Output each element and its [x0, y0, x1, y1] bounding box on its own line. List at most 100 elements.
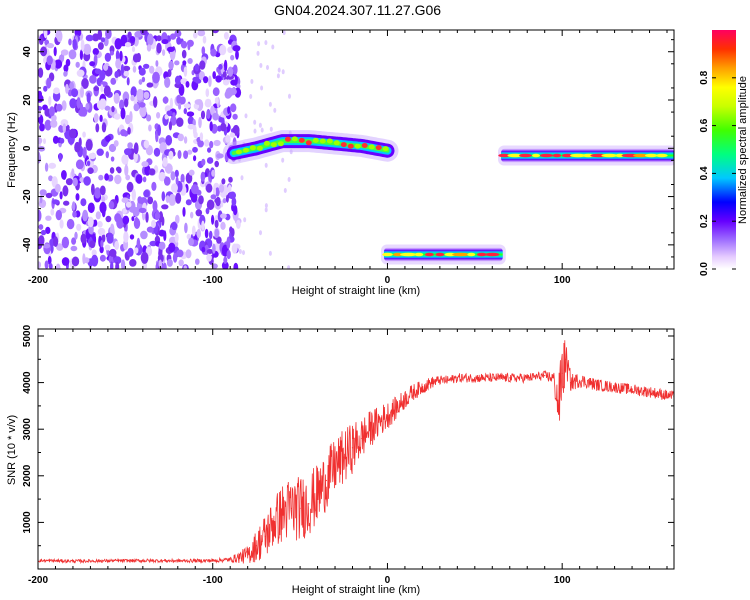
snr-data-point — [421, 386, 423, 388]
heatmap-cell — [273, 107, 277, 113]
heatmap-cell — [168, 121, 172, 131]
snr-data-point — [474, 377, 476, 379]
heatmap-cell — [227, 66, 234, 77]
snr-data-point — [142, 560, 144, 562]
trace-blob — [249, 145, 256, 151]
colorbar-tick-label: 0.6 — [699, 118, 710, 132]
chart-title: GN04.2024.307.11.27.G06 — [273, 2, 442, 18]
heatmap-cell — [80, 39, 85, 52]
heatmap-cell — [195, 258, 200, 265]
heatmap-cell — [120, 107, 126, 120]
heatmap-cell — [105, 135, 111, 143]
snr-data-point — [229, 559, 231, 561]
heatmap-cell — [113, 113, 121, 120]
heatmap-cell — [169, 199, 174, 206]
trace-blob — [319, 138, 326, 144]
heatmap-cell — [200, 110, 206, 120]
heatmap-cell — [53, 46, 57, 57]
heatmap-cell — [215, 75, 222, 83]
heatmap-cell — [71, 168, 75, 178]
heatmap-cell — [162, 262, 167, 269]
colorbar-tick-label: 0.8 — [699, 70, 710, 84]
heatmap-cell — [214, 97, 219, 104]
heatmap-cell — [186, 111, 195, 117]
heatmap-cell — [214, 228, 220, 238]
heatmap-cell — [191, 225, 196, 237]
heatmap-cell — [187, 149, 193, 155]
heatmap-cell — [38, 235, 45, 246]
heatmap-cell — [66, 218, 75, 230]
heatmap-cell — [223, 256, 228, 264]
heatmap-cell — [126, 181, 134, 193]
heatmap-cell — [151, 219, 156, 229]
snr-data-point — [596, 384, 598, 386]
heatmap-cell — [220, 122, 227, 132]
heatmap-cell — [257, 41, 261, 47]
heatmap-cell — [75, 193, 80, 201]
heatmap-cell — [121, 154, 129, 165]
heatmap-cell — [201, 220, 205, 231]
heatmap-cell — [69, 81, 74, 91]
heatmap-cell — [181, 49, 187, 59]
heatmap-cell — [117, 167, 122, 174]
heatmap-cell — [38, 261, 42, 269]
heatmap-cell — [176, 249, 184, 258]
snr-panel: -200 -100 0 100 1000 2000 3000 4000 5000 Height … — [6, 324, 675, 596]
colorbar: 0.0 0.2 0.4 0.6 0.8 Normalized spectral ampl… — [699, 30, 749, 276]
trace-peak — [570, 153, 586, 158]
y-tick-label: 0 — [22, 145, 33, 151]
trace-peak — [452, 252, 470, 257]
heatmap-cell — [204, 139, 210, 147]
heatmap-cell — [139, 105, 147, 117]
heatmap-cell — [43, 30, 48, 39]
heatmap-cell — [164, 176, 171, 186]
heatmap-cell — [141, 161, 149, 168]
heatmap-cell — [45, 226, 51, 234]
heatmap-cell — [202, 35, 207, 44]
heatmap-cell — [225, 135, 231, 143]
heatmap-cell — [211, 214, 215, 225]
heatmap-cell — [63, 71, 68, 77]
heatmap-cell — [194, 63, 200, 72]
heatmap-cell — [212, 87, 220, 97]
heatmap-cell — [221, 261, 229, 269]
snr-data-point — [579, 379, 581, 381]
snr-plot — [38, 340, 674, 565]
heatmap-cell — [136, 88, 144, 101]
heatmap-cell — [122, 215, 130, 225]
heatmap-cell — [61, 257, 70, 266]
heatmap-cell — [38, 151, 41, 163]
colorbar-ticks: 0.0 0.2 0.4 0.6 0.8 — [699, 70, 736, 276]
heatmap-cell — [131, 46, 136, 53]
heatmap-cell — [74, 231, 78, 240]
heatmap-cell — [155, 60, 159, 67]
trace-peak — [476, 252, 487, 257]
heatmap-cell — [167, 46, 175, 52]
heatmap-cell — [264, 40, 268, 46]
heatmap-cell — [175, 192, 182, 204]
heatmap-cell — [74, 141, 81, 153]
heatmap-cell — [85, 139, 93, 151]
heatmap-cell — [114, 71, 119, 78]
heatmap-cell — [65, 178, 73, 186]
trace-blob — [305, 140, 312, 146]
x-tick-label: 100 — [554, 575, 571, 586]
heatmap-cell — [194, 99, 203, 105]
heatmap-cell — [81, 78, 89, 89]
heatmap-cell — [168, 150, 174, 160]
heatmap-cell — [158, 259, 162, 269]
heatmap-cell — [88, 152, 97, 160]
heatmap-cell — [132, 53, 140, 63]
snr-data-point — [290, 507, 292, 509]
heatmap-cell — [205, 88, 210, 98]
heatmap-cell — [140, 30, 148, 36]
heatmap-cell — [206, 199, 215, 211]
heatmap-cell — [131, 188, 136, 201]
heatmap-cell — [108, 143, 117, 153]
trace-peak — [539, 153, 554, 158]
heatmap-cell — [47, 255, 52, 265]
heatmap-cell — [43, 85, 48, 92]
heatmap-cell — [158, 241, 166, 250]
heatmap-cell — [39, 195, 43, 204]
